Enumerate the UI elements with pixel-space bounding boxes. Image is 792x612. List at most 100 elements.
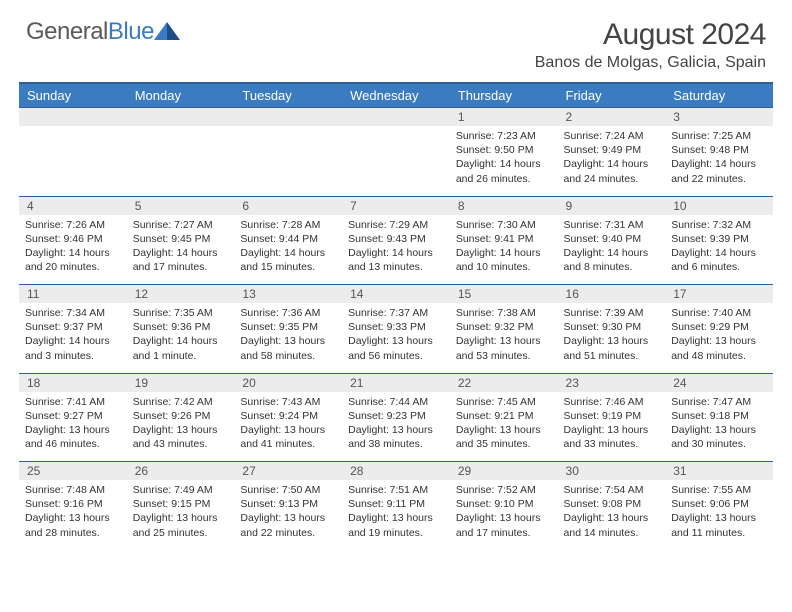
sunrise-text: Sunrise: 7:47 AM [671, 395, 767, 409]
day-content-cell: Sunrise: 7:39 AMSunset: 9:30 PMDaylight:… [558, 303, 666, 373]
day-content-cell: Sunrise: 7:29 AMSunset: 9:43 PMDaylight:… [342, 215, 450, 285]
day-content-cell: Sunrise: 7:50 AMSunset: 9:13 PMDaylight:… [234, 480, 342, 550]
day-number-cell: 30 [558, 462, 666, 481]
sunset-text: Sunset: 9:23 PM [348, 409, 444, 423]
logo-text: GeneralBlue [26, 18, 154, 46]
day-content-cell: Sunrise: 7:48 AMSunset: 9:16 PMDaylight:… [19, 480, 127, 550]
sunset-text: Sunset: 9:29 PM [671, 320, 767, 334]
sunrise-text: Sunrise: 7:36 AM [240, 306, 336, 320]
day-content-cell: Sunrise: 7:40 AMSunset: 9:29 PMDaylight:… [665, 303, 773, 373]
daylight-text: Daylight: 14 hours and 17 minutes. [133, 246, 229, 274]
sunrise-text: Sunrise: 7:30 AM [456, 218, 552, 232]
day-number-cell: 20 [234, 373, 342, 392]
sunrise-text: Sunrise: 7:32 AM [671, 218, 767, 232]
sunset-text: Sunset: 9:06 PM [671, 497, 767, 511]
daylight-text: Daylight: 14 hours and 6 minutes. [671, 246, 767, 274]
sunset-text: Sunset: 9:37 PM [25, 320, 121, 334]
month-title: August 2024 [535, 18, 766, 52]
sunrise-text: Sunrise: 7:48 AM [25, 483, 121, 497]
day-content-cell [19, 126, 127, 196]
sunrise-text: Sunrise: 7:52 AM [456, 483, 552, 497]
day-content-cell: Sunrise: 7:47 AMSunset: 9:18 PMDaylight:… [665, 392, 773, 462]
sunset-text: Sunset: 9:13 PM [240, 497, 336, 511]
day-number-cell: 6 [234, 196, 342, 215]
daylight-text: Daylight: 14 hours and 10 minutes. [456, 246, 552, 274]
day-content-cell: Sunrise: 7:46 AMSunset: 9:19 PMDaylight:… [558, 392, 666, 462]
day-number-cell: 25 [19, 462, 127, 481]
sunset-text: Sunset: 9:40 PM [564, 232, 660, 246]
sunset-text: Sunset: 9:33 PM [348, 320, 444, 334]
day-content-cell: Sunrise: 7:42 AMSunset: 9:26 PMDaylight:… [127, 392, 235, 462]
daylight-text: Daylight: 13 hours and 46 minutes. [25, 423, 121, 451]
daynum-row: 123 [19, 108, 773, 127]
sunrise-text: Sunrise: 7:45 AM [456, 395, 552, 409]
day-content-cell: Sunrise: 7:30 AMSunset: 9:41 PMDaylight:… [450, 215, 558, 285]
day-number-cell: 10 [665, 196, 773, 215]
daylight-text: Daylight: 13 hours and 28 minutes. [25, 511, 121, 539]
day-content-row: Sunrise: 7:23 AMSunset: 9:50 PMDaylight:… [19, 126, 773, 196]
sunrise-text: Sunrise: 7:55 AM [671, 483, 767, 497]
day-number-cell [342, 108, 450, 127]
day-content-cell: Sunrise: 7:27 AMSunset: 9:45 PMDaylight:… [127, 215, 235, 285]
sunrise-text: Sunrise: 7:31 AM [564, 218, 660, 232]
daylight-text: Daylight: 14 hours and 26 minutes. [456, 157, 552, 185]
logo: GeneralBlue [26, 18, 180, 46]
day-number-cell: 16 [558, 285, 666, 304]
sunset-text: Sunset: 9:26 PM [133, 409, 229, 423]
day-number-cell: 29 [450, 462, 558, 481]
sunrise-text: Sunrise: 7:29 AM [348, 218, 444, 232]
sunrise-text: Sunrise: 7:41 AM [25, 395, 121, 409]
day-header: Thursday [450, 83, 558, 108]
day-content-cell: Sunrise: 7:44 AMSunset: 9:23 PMDaylight:… [342, 392, 450, 462]
day-content-cell: Sunrise: 7:36 AMSunset: 9:35 PMDaylight:… [234, 303, 342, 373]
day-content-cell: Sunrise: 7:38 AMSunset: 9:32 PMDaylight:… [450, 303, 558, 373]
day-header: Saturday [665, 83, 773, 108]
sunrise-text: Sunrise: 7:42 AM [133, 395, 229, 409]
day-header: Wednesday [342, 83, 450, 108]
day-number-cell [234, 108, 342, 127]
day-number-cell: 1 [450, 108, 558, 127]
day-number-cell: 9 [558, 196, 666, 215]
day-number-cell: 21 [342, 373, 450, 392]
title-block: August 2024 Banos de Molgas, Galicia, Sp… [535, 18, 766, 72]
daylight-text: Daylight: 14 hours and 20 minutes. [25, 246, 121, 274]
day-content-cell: Sunrise: 7:35 AMSunset: 9:36 PMDaylight:… [127, 303, 235, 373]
day-content-cell [127, 126, 235, 196]
sunset-text: Sunset: 9:44 PM [240, 232, 336, 246]
sunset-text: Sunset: 9:27 PM [25, 409, 121, 423]
sunset-text: Sunset: 9:19 PM [564, 409, 660, 423]
day-header: Friday [558, 83, 666, 108]
sunset-text: Sunset: 9:41 PM [456, 232, 552, 246]
day-number-cell: 8 [450, 196, 558, 215]
sunrise-text: Sunrise: 7:35 AM [133, 306, 229, 320]
daynum-row: 45678910 [19, 196, 773, 215]
sunrise-text: Sunrise: 7:26 AM [25, 218, 121, 232]
daylight-text: Daylight: 13 hours and 41 minutes. [240, 423, 336, 451]
sunrise-text: Sunrise: 7:34 AM [25, 306, 121, 320]
sunrise-text: Sunrise: 7:39 AM [564, 306, 660, 320]
day-content-cell [234, 126, 342, 196]
sunset-text: Sunset: 9:46 PM [25, 232, 121, 246]
day-number-cell: 23 [558, 373, 666, 392]
daylight-text: Daylight: 13 hours and 48 minutes. [671, 334, 767, 362]
day-number-cell [127, 108, 235, 127]
day-number-cell: 14 [342, 285, 450, 304]
sunset-text: Sunset: 9:16 PM [25, 497, 121, 511]
day-number-cell: 31 [665, 462, 773, 481]
day-number-cell: 24 [665, 373, 773, 392]
daylight-text: Daylight: 13 hours and 53 minutes. [456, 334, 552, 362]
daynum-row: 25262728293031 [19, 462, 773, 481]
day-content-cell: Sunrise: 7:23 AMSunset: 9:50 PMDaylight:… [450, 126, 558, 196]
logo-triangle-icon [154, 18, 180, 40]
sunrise-text: Sunrise: 7:28 AM [240, 218, 336, 232]
sunset-text: Sunset: 9:35 PM [240, 320, 336, 334]
sunrise-text: Sunrise: 7:40 AM [671, 306, 767, 320]
sunrise-text: Sunrise: 7:27 AM [133, 218, 229, 232]
daylight-text: Daylight: 14 hours and 1 minute. [133, 334, 229, 362]
day-header: Monday [127, 83, 235, 108]
day-number-cell: 3 [665, 108, 773, 127]
sunset-text: Sunset: 9:24 PM [240, 409, 336, 423]
daylight-text: Daylight: 13 hours and 43 minutes. [133, 423, 229, 451]
day-number-cell: 4 [19, 196, 127, 215]
daylight-text: Daylight: 13 hours and 56 minutes. [348, 334, 444, 362]
